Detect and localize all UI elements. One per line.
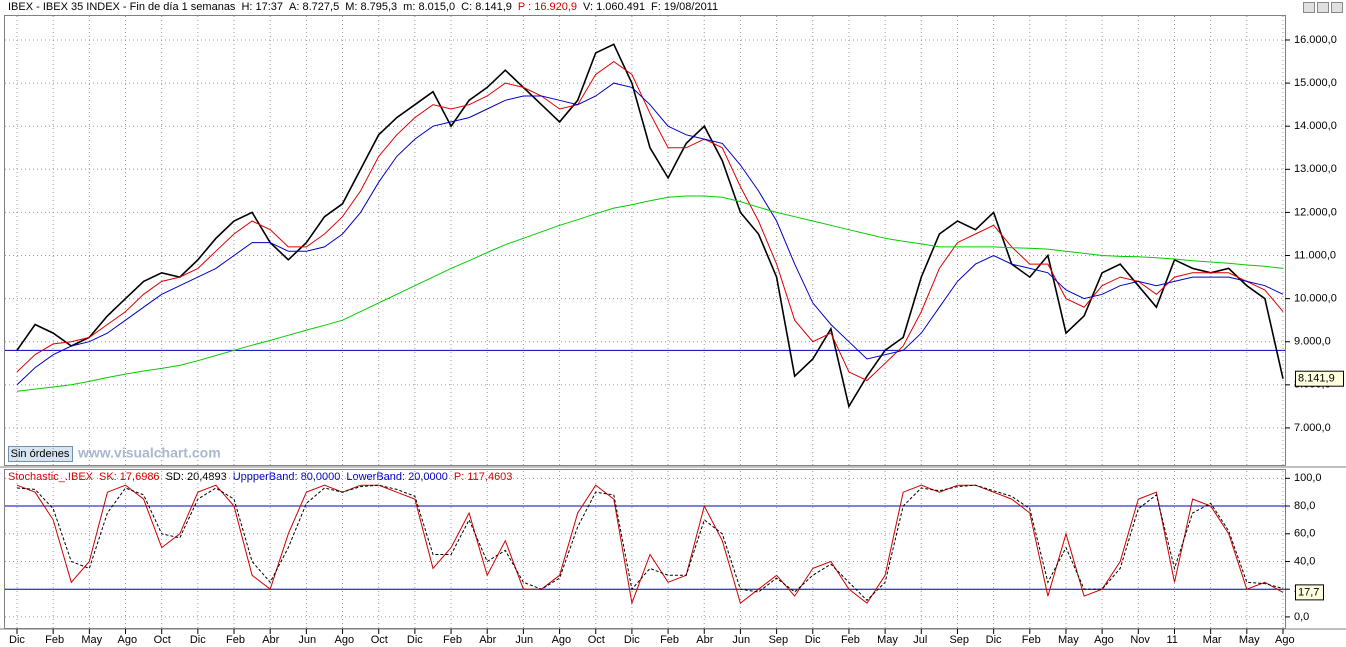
x-tick-label: Sep [949,634,969,646]
x-tick-label: Oct [371,634,388,646]
x-tick-label: Sep [769,634,789,646]
window-buttons[interactable] [1303,2,1343,13]
x-tick-label: Ago [335,634,355,646]
y-tick-label: 60,0 [1294,528,1315,540]
x-tick-label: May [81,634,102,646]
x-tick-label: Mar [1203,634,1222,646]
x-tick-label: Abr [696,634,713,646]
x-tick-label: Feb [841,634,860,646]
x-tick-label: Jul [913,634,927,646]
x-tick-label: Dic [624,634,640,646]
x-tick-label: Oct [154,634,171,646]
y-tick-label: 12.000,0 [1294,206,1337,218]
series-line [16,82,1284,386]
x-tick-label: Dic [190,634,206,646]
y-tick-label: 7.000,0 [1294,422,1331,434]
x-tick-label: Jun [298,634,316,646]
close-button[interactable] [1331,2,1343,13]
x-tick-label: Dic [805,634,821,646]
x-tick-label: Ago [552,634,572,646]
x-tick-label: Feb [443,634,462,646]
header-item: V: 1.060.491 [583,1,645,13]
x-tick-label: Abr [479,634,496,646]
minimize-button[interactable] [1303,2,1315,13]
header-item: Stochastic_.IBEX [8,471,94,483]
header-item: A: 8.727,5 [289,1,339,13]
maximize-button[interactable] [1317,2,1329,13]
y-tick-label: 10.000,0 [1294,293,1337,305]
y-tick-label: 80,0 [1294,500,1315,512]
x-tick-label: Oct [588,634,605,646]
y-tick-label: 40,0 [1294,555,1315,567]
orders-button-label[interactable]: Sin órdenes [11,448,70,460]
header-item: H: 17:37 [241,1,283,13]
header-item: M: 8.795,3 [345,1,397,13]
header-item: UppperBand: 80,0000 [233,471,341,483]
y-tick-label: 16.000,0 [1294,34,1337,46]
last-value-badge [1295,584,1324,601]
x-tick-label: Feb [1022,634,1041,646]
x-tick-label: Feb [226,634,245,646]
x-tick-label: Nov [1130,634,1150,646]
y-tick-label: 14.000,0 [1294,120,1337,132]
header-item: LowerBand: 20,0000 [346,471,448,483]
header-item: SD: 20,4893 [166,471,227,483]
price-panel [4,15,1286,466]
header-item: IBEX - IBEX 35 INDEX - Fin de día 1 sema… [8,1,236,13]
x-tick-label: May [877,634,898,646]
series-line [16,484,1284,602]
orders-button[interactable] [8,446,73,462]
y-tick-label: 15.000,0 [1294,77,1337,89]
x-tick-label: Feb [660,634,679,646]
x-tick-label: Dic [407,634,423,646]
x-tick-label: May [1239,634,1260,646]
x-tick-label: Dic [986,634,1002,646]
x-tick-label: Feb [45,634,64,646]
x-tick-label: Dic [9,634,25,646]
x-tick-label: Jun [732,634,750,646]
x-tick-label: Abr [262,634,279,646]
x-tick-label: Ago [118,634,138,646]
x-tick-label: 11 [1166,634,1177,646]
x-tick-label: May [1058,634,1079,646]
x-tick-label: Jun [515,634,533,646]
header-item: P : 16.920,9 [518,1,577,13]
y-tick-label: 100,0 [1294,472,1322,484]
header-item: m: 8.015,0 [403,1,455,13]
x-tick-label: Ago [1275,634,1295,646]
y-tick-label: 0,0 [1294,611,1309,623]
y-tick-label: 13.000,0 [1294,163,1337,175]
series-line [16,60,1284,382]
header-item: P: 117,4603 [454,471,513,483]
x-tick-label: Ago [1094,634,1114,646]
last-value-label: 17,7 [1298,586,1319,598]
watermark: www.visualchart.com [77,445,221,461]
series-line [16,43,1284,409]
last-value-label: 8.141,9 [1298,373,1335,385]
y-tick-label: 9.000,0 [1294,336,1331,348]
series-line [16,484,1284,606]
last-value-badge [1295,370,1344,387]
header-item: C: 8.141,9 [461,1,512,13]
header-item: F: 19/08/2011 [651,1,718,13]
series-line [16,195,1284,392]
header-item: SK: 17,6986 [99,471,160,483]
y-tick-label: 11.000,0 [1294,249,1336,261]
